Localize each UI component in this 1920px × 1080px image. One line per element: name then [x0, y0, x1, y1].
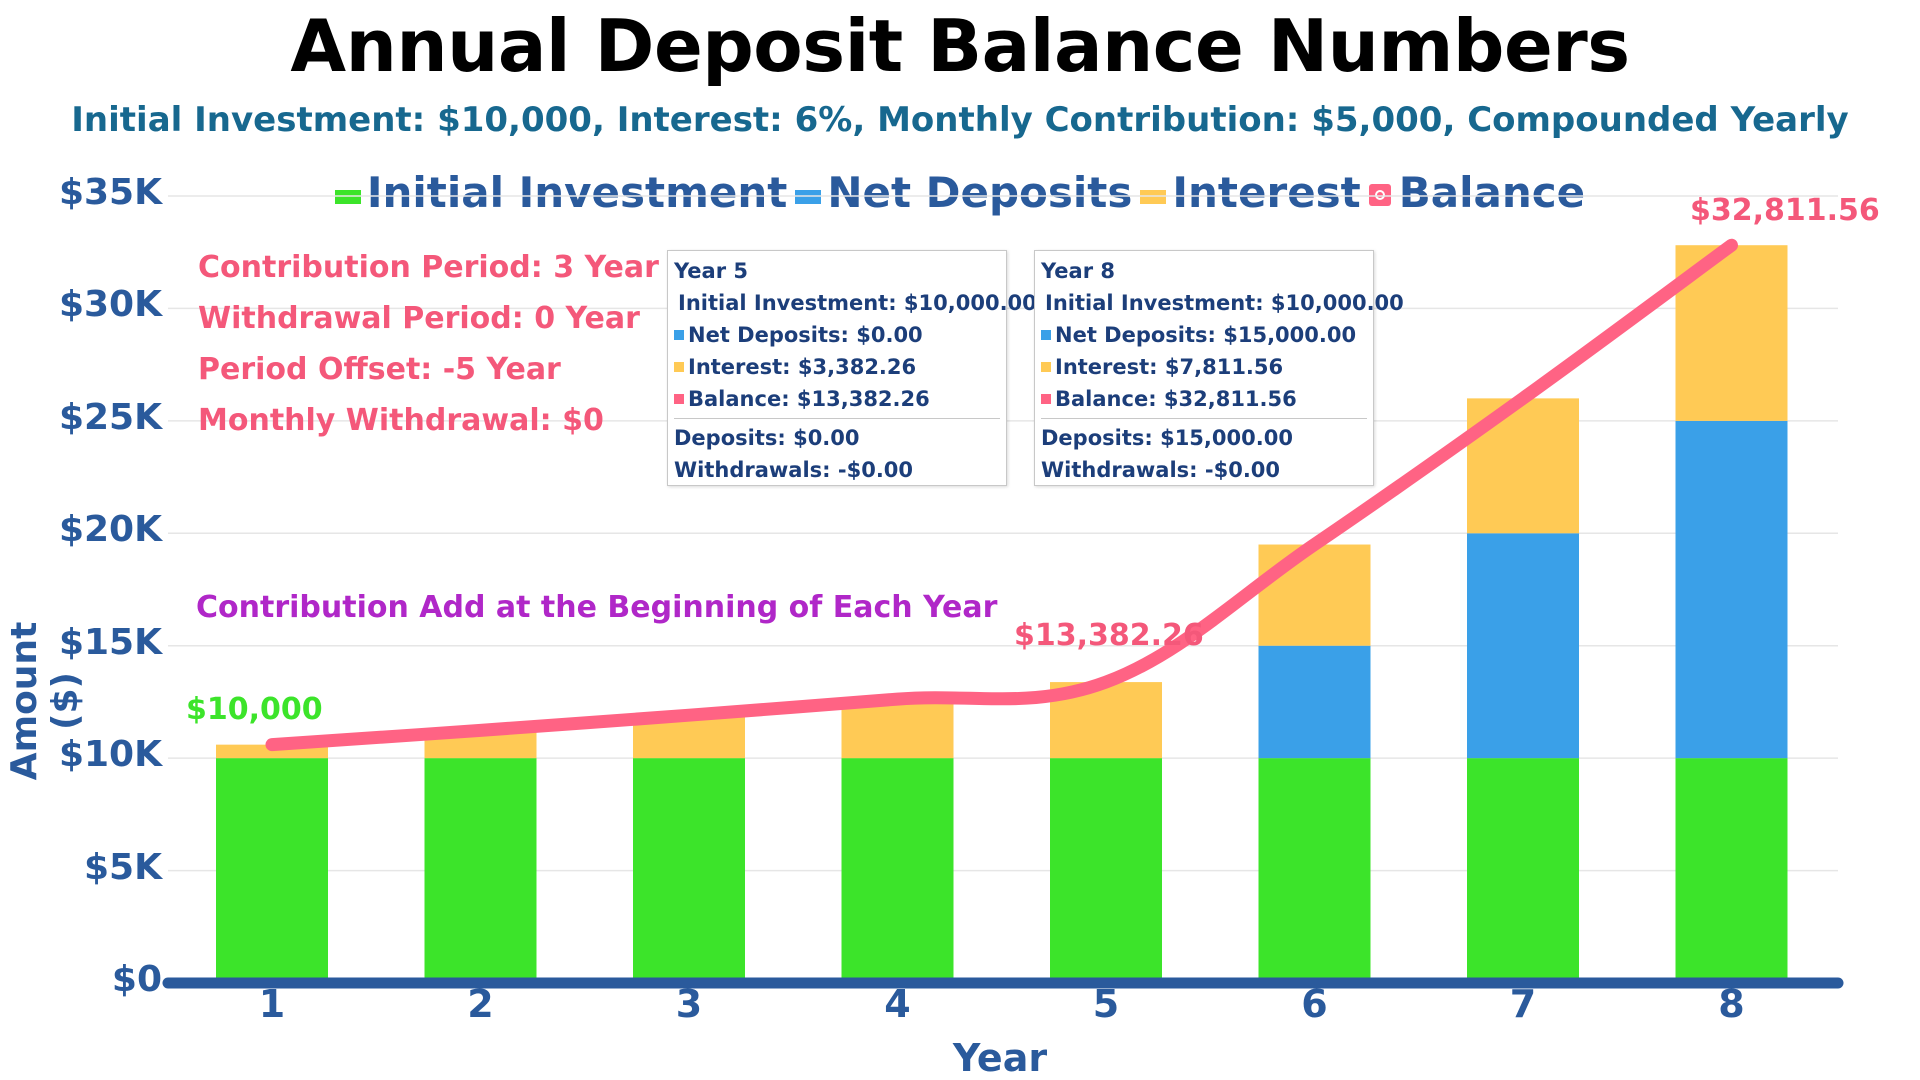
tooltip-deposits: Deposits: $15,000.00: [1041, 426, 1293, 450]
legend-label-interest: Interest: [1172, 168, 1361, 217]
note-withdrawal-period: Withdrawal Period: 0 Year: [198, 301, 640, 336]
tooltip-separator: [674, 418, 1000, 419]
tooltip-line: Net Deposits: $0.00: [674, 319, 1000, 351]
bar-net-deposits-year-8[interactable]: [1675, 420, 1788, 759]
y-axis-label: Amount ($): [4, 621, 86, 781]
tooltip-title: Year 8: [1041, 259, 1115, 283]
legend: Initial Investment Net Deposits Interest…: [0, 168, 1920, 217]
y-tick-label: $30K: [58, 284, 162, 326]
tooltip-line-text: Interest: $7,811.56: [1055, 355, 1284, 379]
tooltip-swatch: [1041, 362, 1051, 372]
bar-initial-investment-year-2[interactable]: [424, 758, 537, 983]
bar-interest-year-6[interactable]: [1258, 544, 1371, 646]
tooltip-separator: [1041, 418, 1367, 419]
tooltip-line-text: Initial Investment: $10,000.00: [678, 291, 1037, 315]
x-tick-label: 2: [467, 982, 494, 1026]
tooltip-line: Balance: $32,811.56: [1041, 383, 1367, 415]
tooltip-line-text: Interest: $3,382.26: [688, 355, 917, 379]
legend-label-initial-investment: Initial Investment: [366, 168, 788, 217]
x-tick-label: 1: [258, 982, 286, 1026]
legend-label-net-deposits: Net Deposits: [827, 168, 1133, 217]
y-tick-label: $25K: [58, 396, 162, 438]
balance-line[interactable]: [265, 238, 1738, 752]
tooltip-swatch: [674, 362, 684, 372]
legend-item-net-deposits[interactable]: Net Deposits: [795, 168, 1132, 217]
tooltip-deposits: Deposits: $0.00: [674, 426, 860, 450]
legend-item-initial-investment[interactable]: Initial Investment: [334, 168, 788, 217]
tooltip-withdrawals: Withdrawals: -$0.00: [1041, 458, 1281, 482]
x-tick-label: 5: [1092, 982, 1120, 1026]
bar-initial-investment-year-5[interactable]: [1050, 758, 1162, 983]
tooltip-year-8: Year 8 Initial Investment: $10,000.00 Ne…: [1034, 250, 1404, 486]
tooltip-line-text: Balance: $32,811.56: [1055, 387, 1297, 411]
bar-net-deposits-year-6[interactable]: [1258, 645, 1371, 759]
y-tick-label: $15K: [58, 621, 162, 663]
bar-initial-investment-year-1[interactable]: [216, 758, 328, 983]
y-tick-label: $35K: [58, 172, 162, 213]
note-period-offset: Period Offset: -5 Year: [198, 352, 561, 387]
tooltip-line-text: Net Deposits: $0.00: [688, 323, 923, 347]
tooltip-line-text: Net Deposits: $15,000.00: [1055, 323, 1357, 347]
tooltip-swatch: [1041, 394, 1051, 404]
y-tick-label: $0: [111, 959, 162, 1000]
annotation-year5-balance: $13,382.26: [1014, 618, 1204, 653]
contribution-note: Contribution Add at the Beginning of Eac…: [196, 590, 998, 625]
x-tick-label: 6: [1301, 982, 1328, 1026]
tooltip-swatch: [1041, 330, 1051, 340]
tooltip-line-text: Balance: $13,382.26: [688, 387, 930, 411]
tooltip-line: Net Deposits: $15,000.00: [1041, 319, 1367, 351]
x-tick-label: 8: [1718, 982, 1745, 1026]
bar-initial-investment-year-4[interactable]: [841, 758, 954, 983]
legend-item-balance[interactable]: Balance: [1368, 168, 1586, 217]
x-tick-label: 7: [1509, 982, 1537, 1026]
bar-initial-investment-year-6[interactable]: [1258, 758, 1371, 983]
legend-item-interest[interactable]: Interest: [1140, 168, 1361, 217]
tooltip-withdrawals: Withdrawals: -$0.00: [674, 458, 914, 482]
tooltip-line: Initial Investment: $10,000.00: [1041, 287, 1404, 319]
x-axis-label: Year: [952, 1036, 1048, 1080]
note-monthly-withdrawal: Monthly Withdrawal: $0: [198, 403, 604, 438]
tooltip-line: Balance: $13,382.26: [674, 383, 1000, 415]
tooltip-year-5: Year 5 Initial Investment: $10,000.00 Ne…: [667, 250, 1037, 486]
tooltip-swatch: [674, 394, 684, 404]
x-tick-label: 3: [675, 982, 703, 1026]
annotation-start-balance: $10,000: [186, 692, 323, 727]
note-contribution-period: Contribution Period: 3 Year: [198, 250, 659, 285]
y-tick-label: $20K: [58, 509, 162, 551]
x-tick-label: 4: [884, 982, 911, 1026]
chart-title: Annual Deposit Balance Numbers: [290, 4, 1630, 88]
tooltip-title: Year 5: [674, 259, 748, 283]
bar-interest-year-4[interactable]: [841, 699, 954, 759]
legend-swatch-balance: [1368, 183, 1391, 206]
annotation-year8-balance: $32,811.56: [1690, 193, 1880, 228]
bar-initial-investment-year-7[interactable]: [1467, 758, 1579, 983]
chart-subtitle: Initial Investment: $10,000, Interest: 6…: [71, 100, 1849, 140]
y-tick-label: $10K: [58, 734, 162, 776]
bar-initial-investment-year-8[interactable]: [1675, 758, 1788, 983]
legend-label-balance: Balance: [1398, 168, 1586, 217]
bar-initial-investment-year-3[interactable]: [633, 758, 745, 983]
tooltip-line: Interest: $3,382.26: [674, 351, 1000, 383]
bar-net-deposits-year-7[interactable]: [1467, 533, 1579, 759]
tooltip-line: Initial Investment: $10,000.00: [674, 287, 1037, 319]
tooltip-swatch: [674, 330, 684, 340]
tooltip-line: Interest: $7,811.56: [1041, 351, 1367, 383]
y-tick-label: $5K: [84, 846, 162, 888]
tooltip-line-text: Initial Investment: $10,000.00: [1045, 291, 1404, 315]
